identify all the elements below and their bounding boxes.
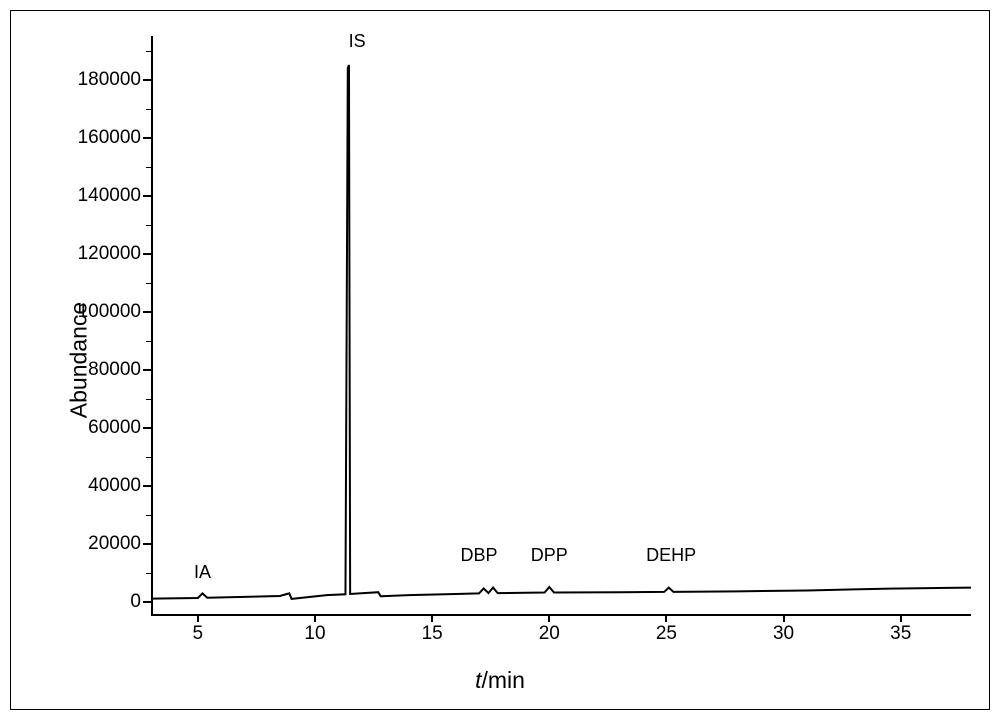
x-tick	[314, 614, 316, 622]
y-tick-label: 160000	[78, 127, 141, 149]
peak-label: DEHP	[646, 545, 696, 566]
y-tick-label: 60000	[88, 417, 141, 439]
x-tick-label: 15	[422, 623, 443, 645]
y-minor-tick	[146, 167, 151, 168]
y-tick	[143, 253, 151, 255]
peak-label: DPP	[531, 545, 568, 566]
x-tick-label: 35	[890, 623, 911, 645]
y-tick-label: 140000	[78, 185, 141, 207]
x-tick-label: 10	[304, 623, 325, 645]
y-tick	[143, 79, 151, 81]
y-minor-tick	[146, 51, 151, 52]
y-tick	[143, 485, 151, 487]
y-tick-label: 20000	[88, 533, 141, 555]
x-tick	[548, 614, 550, 622]
x-tick	[665, 614, 667, 622]
y-minor-tick	[146, 515, 151, 516]
y-minor-tick	[146, 341, 151, 342]
peak-label: IS	[349, 31, 366, 52]
x-tick	[783, 614, 785, 622]
y-tick-label: 80000	[88, 359, 141, 381]
y-tick-label: 40000	[88, 475, 141, 497]
y-tick	[143, 601, 151, 603]
x-axis-title: t/min	[475, 667, 525, 694]
y-minor-tick	[146, 457, 151, 458]
y-minor-tick	[146, 283, 151, 284]
y-tick	[143, 311, 151, 313]
x-tick-label: 25	[656, 623, 677, 645]
x-tick	[900, 614, 902, 622]
x-tick-label: 20	[539, 623, 560, 645]
plot-area	[151, 36, 971, 616]
y-tick	[143, 195, 151, 197]
y-minor-tick	[146, 399, 151, 400]
y-tick	[143, 543, 151, 545]
x-tick-label: 30	[773, 623, 794, 645]
y-tick-label: 0	[130, 591, 141, 613]
chromatogram-trace	[151, 36, 971, 616]
y-tick-label: 180000	[78, 69, 141, 91]
y-tick	[143, 369, 151, 371]
y-minor-tick	[146, 573, 151, 574]
x-tick-label: 5	[193, 623, 204, 645]
x-tick	[431, 614, 433, 622]
y-tick	[143, 137, 151, 139]
peak-label: DBP	[460, 545, 497, 566]
y-tick	[143, 427, 151, 429]
chart-frame: Abundance t/min 020000400006000080000100…	[10, 10, 990, 710]
y-minor-tick	[146, 225, 151, 226]
peak-label: IA	[194, 562, 211, 583]
y-tick-label: 100000	[78, 301, 141, 323]
x-tick	[197, 614, 199, 622]
y-minor-tick	[146, 109, 151, 110]
y-tick-label: 120000	[78, 243, 141, 265]
